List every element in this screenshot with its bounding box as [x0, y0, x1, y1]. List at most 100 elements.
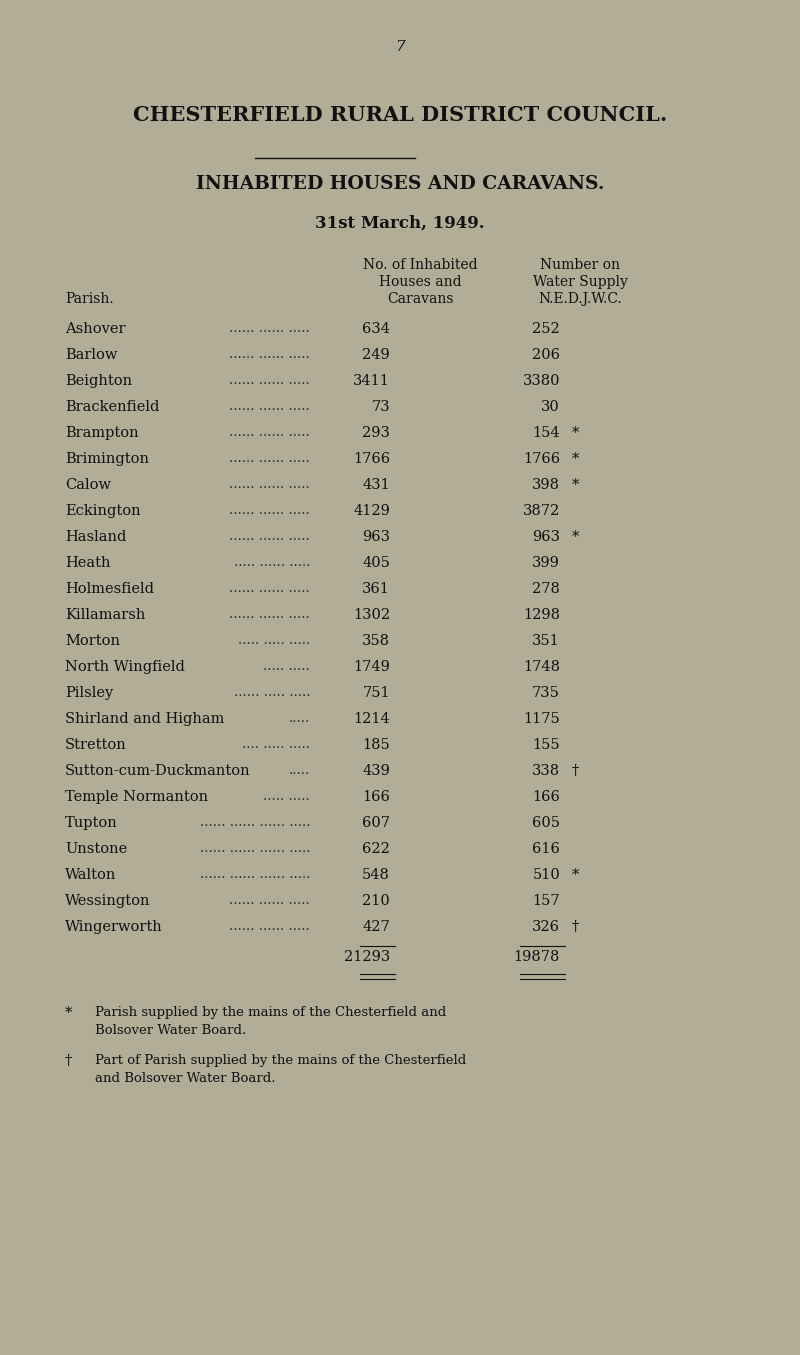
Text: Ashover: Ashover [65, 322, 126, 336]
Text: 3380: 3380 [522, 374, 560, 388]
Text: *: * [572, 530, 579, 543]
Text: ...... ...... .....: ...... ...... ..... [230, 374, 310, 388]
Text: 3872: 3872 [522, 504, 560, 518]
Text: Wingerworth: Wingerworth [65, 920, 162, 934]
Text: †: † [572, 764, 579, 778]
Text: 210: 210 [362, 894, 390, 908]
Text: ...... ...... .....: ...... ...... ..... [230, 478, 310, 491]
Text: †: † [572, 920, 579, 934]
Text: CHESTERFIELD RURAL DISTRICT COUNCIL.: CHESTERFIELD RURAL DISTRICT COUNCIL. [133, 104, 667, 125]
Text: 249: 249 [362, 348, 390, 362]
Text: 427: 427 [362, 920, 390, 934]
Text: 1766: 1766 [523, 453, 560, 466]
Text: 735: 735 [532, 686, 560, 701]
Text: Calow: Calow [65, 478, 111, 492]
Text: 751: 751 [362, 686, 390, 701]
Text: Part of Parish supplied by the mains of the Chesterfield: Part of Parish supplied by the mains of … [95, 1054, 466, 1066]
Text: †: † [65, 1054, 72, 1068]
Text: ...... ...... ...... .....: ...... ...... ...... ..... [199, 816, 310, 829]
Text: Holmesfield: Holmesfield [65, 583, 154, 596]
Text: 252: 252 [532, 322, 560, 336]
Text: 1766: 1766 [353, 453, 390, 466]
Text: Eckington: Eckington [65, 504, 141, 518]
Text: ..... ...... .....: ..... ...... ..... [234, 556, 310, 569]
Text: 21293: 21293 [344, 950, 390, 963]
Text: .... ..... .....: .... ..... ..... [242, 738, 310, 751]
Text: 155: 155 [532, 738, 560, 752]
Text: Morton: Morton [65, 634, 120, 648]
Text: 1749: 1749 [353, 660, 390, 673]
Text: 405: 405 [362, 556, 390, 570]
Text: N.E.D.J.W.C.: N.E.D.J.W.C. [538, 291, 622, 306]
Text: 1748: 1748 [523, 660, 560, 673]
Text: 278: 278 [532, 583, 560, 596]
Text: ...... ...... .....: ...... ...... ..... [230, 530, 310, 543]
Text: 622: 622 [362, 841, 390, 856]
Text: 361: 361 [362, 583, 390, 596]
Text: 358: 358 [362, 634, 390, 648]
Text: 1175: 1175 [523, 711, 560, 726]
Text: Brimington: Brimington [65, 453, 149, 466]
Text: Wessington: Wessington [65, 894, 150, 908]
Text: Hasland: Hasland [65, 530, 126, 543]
Text: 166: 166 [532, 790, 560, 804]
Text: ...... ...... .....: ...... ...... ..... [230, 920, 310, 934]
Text: Pilsley: Pilsley [65, 686, 114, 701]
Text: 30: 30 [542, 400, 560, 415]
Text: 963: 963 [532, 530, 560, 543]
Text: 154: 154 [532, 425, 560, 440]
Text: ...... ...... .....: ...... ...... ..... [230, 322, 310, 335]
Text: Beighton: Beighton [65, 374, 132, 388]
Text: 1214: 1214 [354, 711, 390, 726]
Text: 293: 293 [362, 425, 390, 440]
Text: 431: 431 [362, 478, 390, 492]
Text: ...... ...... .....: ...... ...... ..... [230, 400, 310, 413]
Text: .....: ..... [289, 764, 310, 776]
Text: ...... ...... .....: ...... ...... ..... [230, 425, 310, 439]
Text: Parish.: Parish. [65, 291, 114, 306]
Text: Walton: Walton [65, 869, 116, 882]
Text: 166: 166 [362, 790, 390, 804]
Text: Heath: Heath [65, 556, 110, 570]
Text: *: * [65, 1005, 72, 1020]
Text: 351: 351 [532, 634, 560, 648]
Text: and Bolsover Water Board.: and Bolsover Water Board. [95, 1072, 275, 1085]
Text: *: * [572, 453, 579, 466]
Text: 439: 439 [362, 764, 390, 778]
Text: 338: 338 [532, 764, 560, 778]
Text: ..... .....: ..... ..... [263, 660, 310, 673]
Text: 3411: 3411 [353, 374, 390, 388]
Text: 185: 185 [362, 738, 390, 752]
Text: ..... .....: ..... ..... [263, 790, 310, 804]
Text: ...... ..... .....: ...... ..... ..... [234, 686, 310, 699]
Text: ...... ...... .....: ...... ...... ..... [230, 348, 310, 360]
Text: 605: 605 [532, 816, 560, 831]
Text: 398: 398 [532, 478, 560, 492]
Text: 963: 963 [362, 530, 390, 543]
Text: 1298: 1298 [523, 608, 560, 622]
Text: Brackenfield: Brackenfield [65, 400, 159, 415]
Text: 7: 7 [395, 41, 405, 54]
Text: 548: 548 [362, 869, 390, 882]
Text: Brampton: Brampton [65, 425, 138, 440]
Text: 31st March, 1949.: 31st March, 1949. [315, 215, 485, 232]
Text: ...... ...... .....: ...... ...... ..... [230, 583, 310, 595]
Text: Tupton: Tupton [65, 816, 118, 831]
Text: Number on: Number on [540, 257, 620, 272]
Text: *: * [572, 425, 579, 440]
Text: Unstone: Unstone [65, 841, 127, 856]
Text: Caravans: Caravans [386, 291, 454, 306]
Text: Barlow: Barlow [65, 348, 118, 362]
Text: 399: 399 [532, 556, 560, 570]
Text: 19878: 19878 [514, 950, 560, 963]
Text: Temple Normanton: Temple Normanton [65, 790, 208, 804]
Text: No. of Inhabited: No. of Inhabited [362, 257, 478, 272]
Text: 634: 634 [362, 322, 390, 336]
Text: Houses and: Houses and [378, 275, 462, 289]
Text: 326: 326 [532, 920, 560, 934]
Text: North Wingfield: North Wingfield [65, 660, 185, 673]
Text: 1302: 1302 [353, 608, 390, 622]
Text: .....: ..... [289, 711, 310, 725]
Text: ...... ...... ...... .....: ...... ...... ...... ..... [199, 841, 310, 855]
Text: INHABITED HOUSES AND CARAVANS.: INHABITED HOUSES AND CARAVANS. [196, 175, 604, 192]
